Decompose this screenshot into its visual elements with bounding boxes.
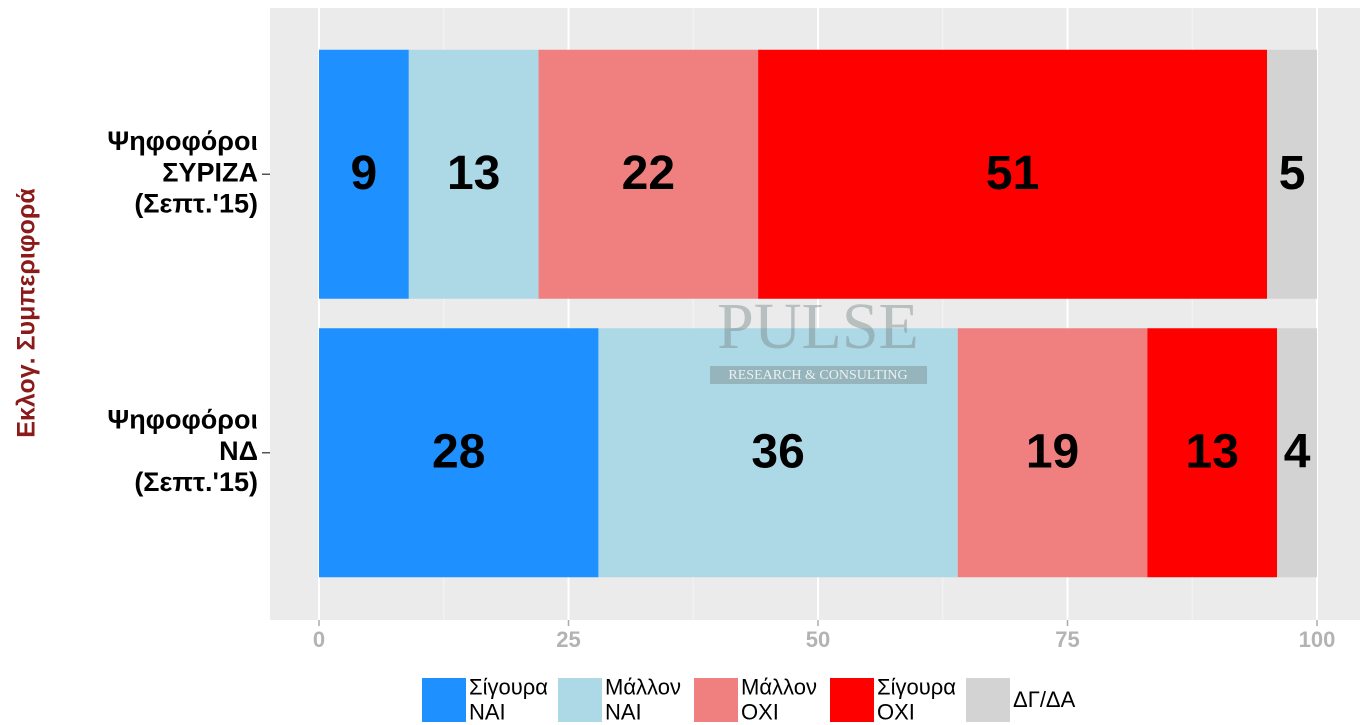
x-tick-label: 100 xyxy=(1299,627,1336,652)
legend-swatch xyxy=(694,678,738,722)
bar-segment xyxy=(319,328,599,578)
bar-segment xyxy=(538,49,759,299)
legend-label: Μάλλον ΝΑΙ xyxy=(605,674,681,724)
value-label: 22 xyxy=(622,147,675,200)
bar-segment xyxy=(319,49,409,299)
x-tick-label: 75 xyxy=(1055,627,1079,652)
legend-swatch xyxy=(966,678,1010,722)
value-label: 13 xyxy=(447,147,500,200)
legend-label: ΔΓ/ΔΑ xyxy=(1013,687,1076,712)
y-tick-label: Ψηφοφόροι ΣΥΡΙΖΑ (Σεπτ.'15) xyxy=(107,126,258,218)
bar-segment xyxy=(1277,328,1317,578)
x-tick-label: 0 xyxy=(313,627,325,652)
value-label: 4 xyxy=(1284,425,1311,478)
value-label: 13 xyxy=(1186,425,1239,478)
value-label: 5 xyxy=(1279,147,1306,200)
watermark-band xyxy=(710,366,927,384)
legend-label: Σίγουρα ΟΧΙ xyxy=(877,674,956,724)
legend-swatch xyxy=(422,678,466,722)
value-label: 19 xyxy=(1026,425,1079,478)
value-label: 28 xyxy=(432,425,485,478)
bar-segment xyxy=(408,49,539,299)
bar-segment xyxy=(1147,328,1278,578)
value-label: 51 xyxy=(986,147,1039,200)
bar-segment xyxy=(598,328,958,578)
y-tick-label: Ψηφοφόροι ΝΔ (Σεπτ.'15) xyxy=(107,405,258,497)
legend-swatch xyxy=(558,678,602,722)
y-axis-label: Εκλογ. Συμπεριφορά xyxy=(13,188,41,438)
value-label: 36 xyxy=(751,425,804,478)
watermark-title: PULSE xyxy=(717,290,919,363)
watermark-subtitle: RESEARCH & CONSULTING xyxy=(728,368,907,383)
bar-segment xyxy=(758,49,1268,299)
bar-segment xyxy=(1267,49,1317,299)
x-tick-label: 50 xyxy=(806,627,830,652)
legend-swatch xyxy=(830,678,874,722)
legend-label: Μάλλον ΟΧΙ xyxy=(741,674,817,724)
bar-segment xyxy=(957,328,1148,578)
x-tick-label: 25 xyxy=(556,627,580,652)
legend-label: Σίγουρα ΝΑΙ xyxy=(469,674,548,724)
value-label: 9 xyxy=(351,147,378,200)
